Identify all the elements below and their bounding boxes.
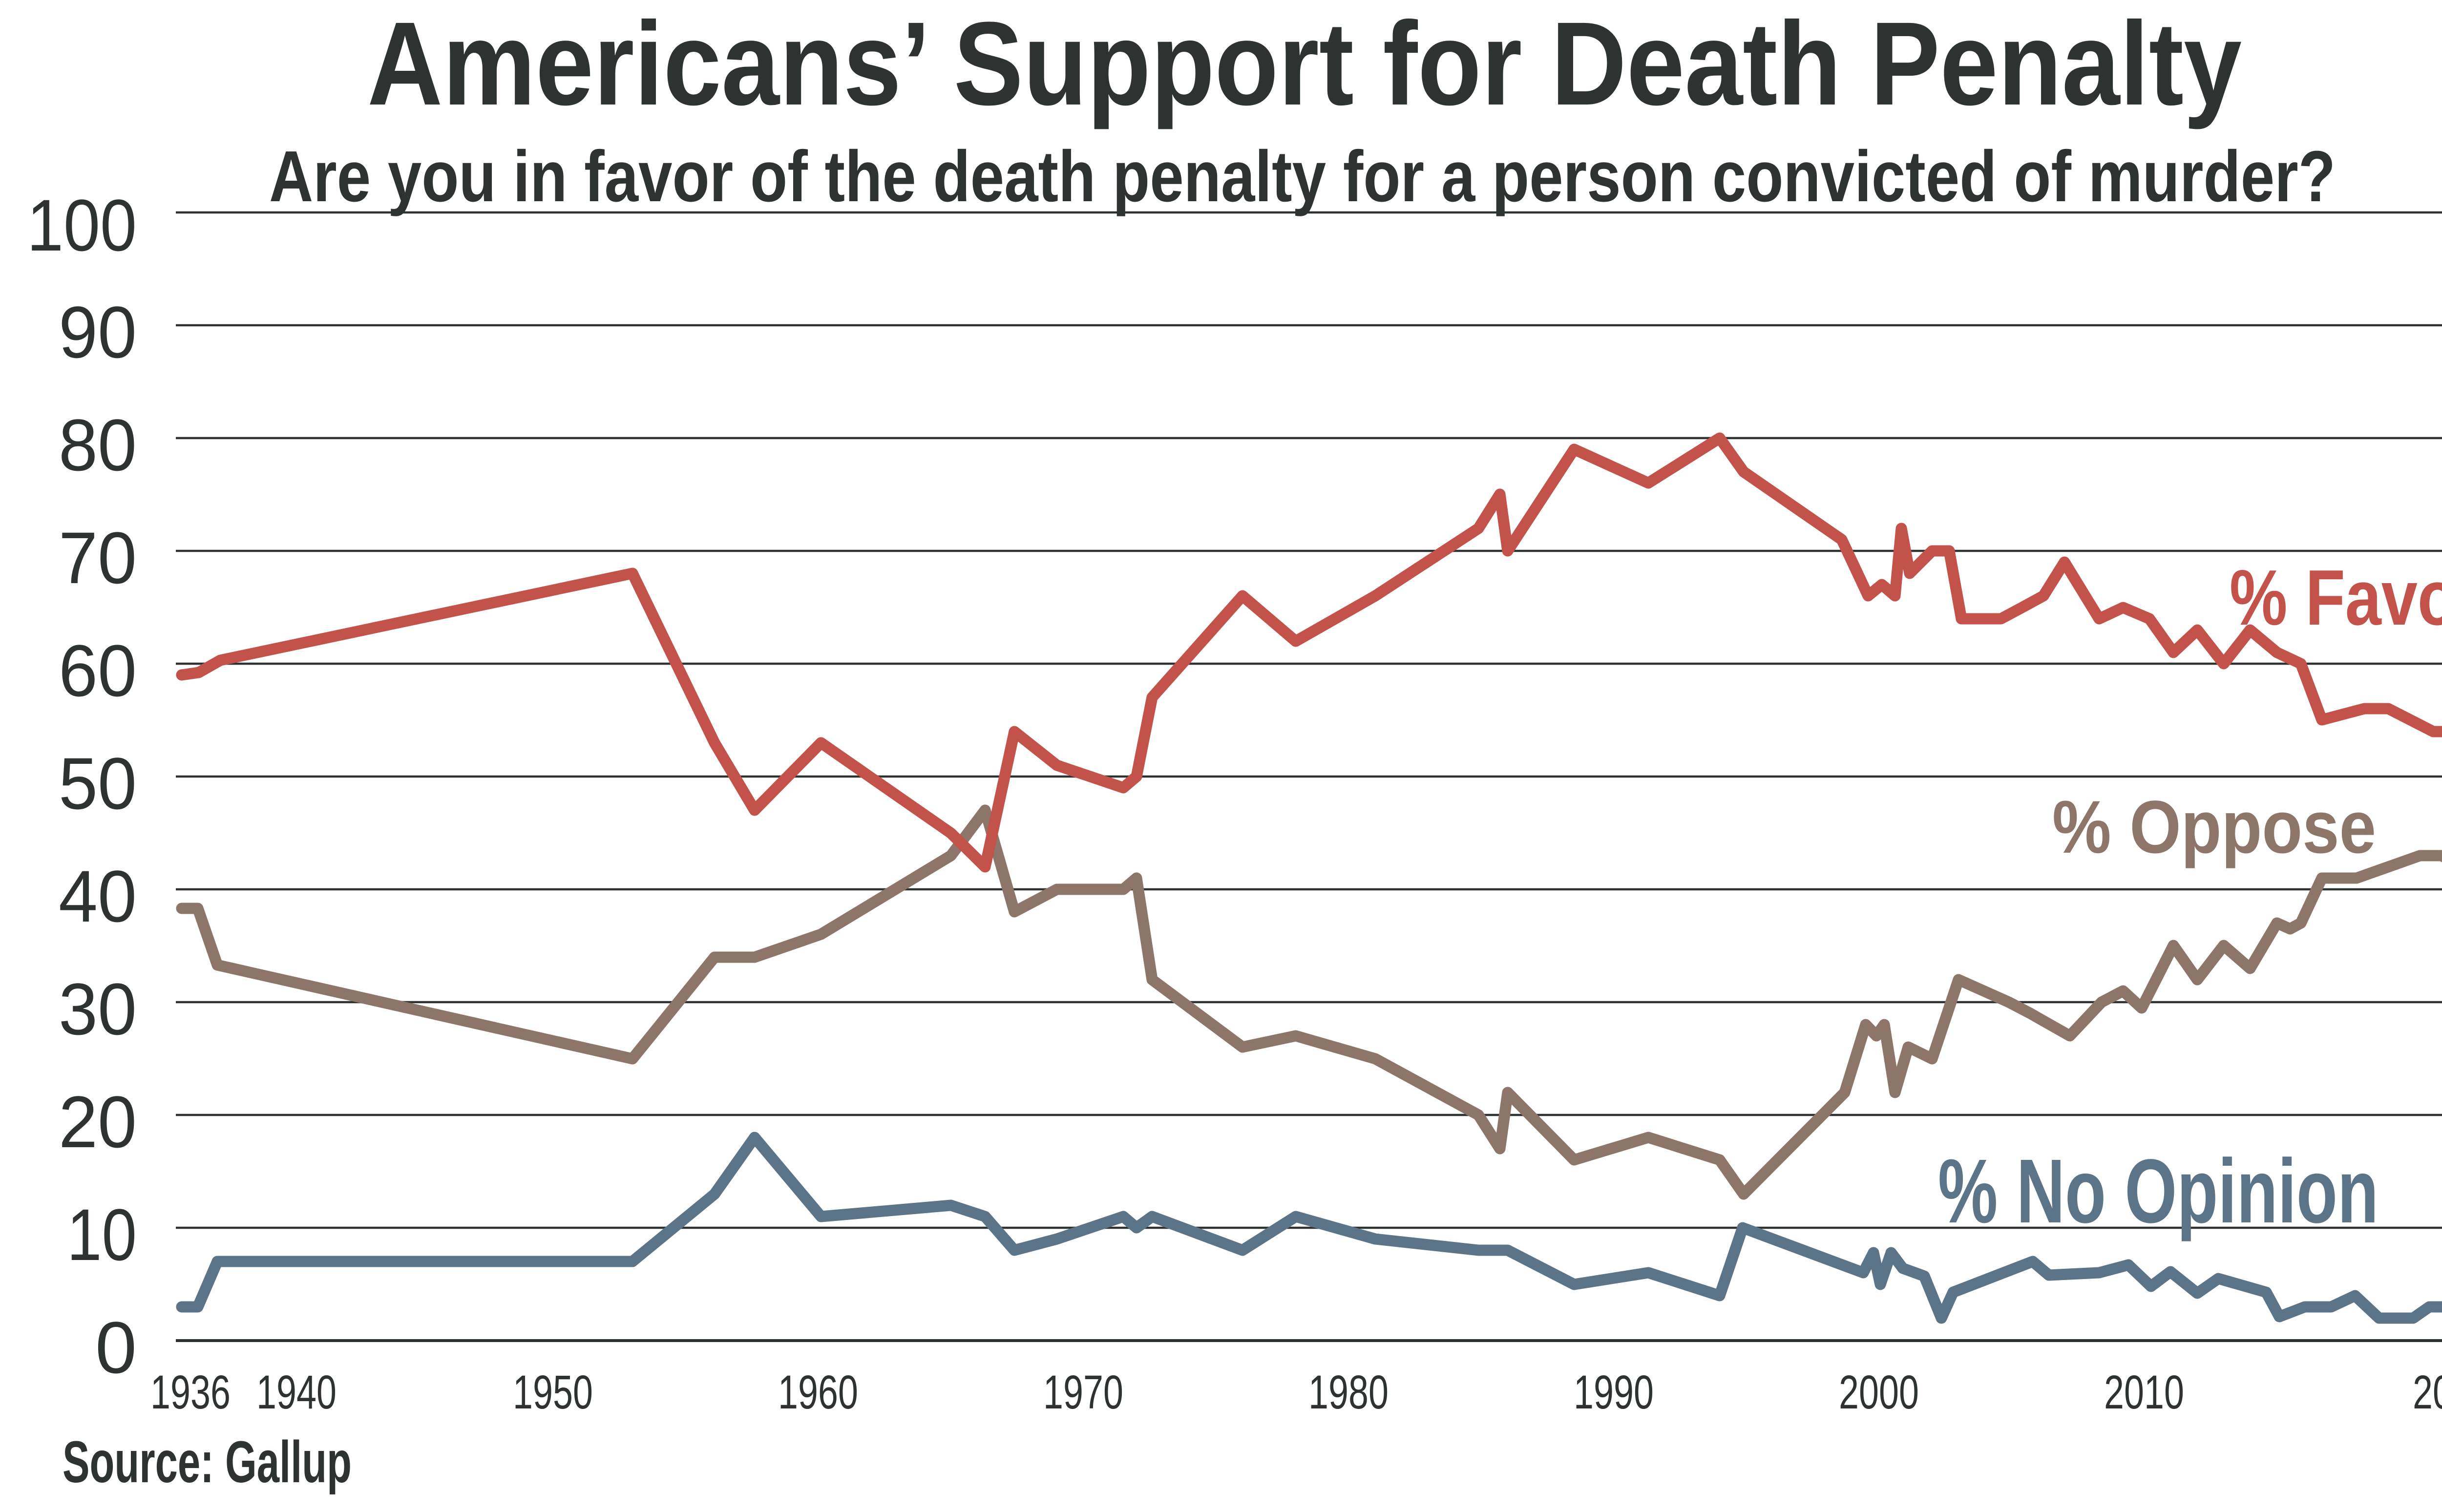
svg-text:% Oppose: % Oppose — [2052, 785, 2376, 869]
svg-text:1936: 1936 — [150, 1365, 231, 1419]
svg-text:40: 40 — [59, 855, 137, 937]
svg-text:60: 60 — [59, 630, 137, 712]
svg-text:70: 70 — [59, 517, 137, 599]
svg-text:2000: 2000 — [1839, 1365, 1919, 1419]
svg-text:30: 30 — [59, 968, 137, 1050]
svg-text:1960: 1960 — [778, 1365, 858, 1419]
svg-text:2022: 2022 — [2413, 1365, 2442, 1419]
svg-text:50: 50 — [59, 742, 137, 824]
svg-text:1990: 1990 — [1574, 1365, 1654, 1419]
svg-text:% Favor: % Favor — [2230, 554, 2442, 642]
svg-text:Americans’ Support for Death P: Americans’ Support for Death Penalty — [367, 0, 2242, 130]
svg-text:Are you in favor of the death: Are you in favor of the death penalty fo… — [269, 136, 2336, 217]
svg-text:1950: 1950 — [513, 1365, 593, 1419]
svg-text:Source: Gallup: Source: Gallup — [63, 1428, 352, 1495]
svg-text:80: 80 — [59, 404, 137, 486]
svg-text:1980: 1980 — [1308, 1365, 1389, 1419]
svg-text:1940: 1940 — [256, 1365, 337, 1419]
svg-text:90: 90 — [59, 291, 137, 373]
svg-text:0: 0 — [95, 1306, 137, 1388]
svg-text:% No Opinion: % No Opinion — [1938, 1141, 2379, 1242]
svg-text:2010: 2010 — [2104, 1365, 2184, 1419]
svg-text:1970: 1970 — [1043, 1365, 1123, 1419]
svg-text:20: 20 — [59, 1081, 137, 1163]
svg-text:100: 100 — [27, 184, 137, 266]
svg-text:10: 10 — [67, 1194, 137, 1276]
